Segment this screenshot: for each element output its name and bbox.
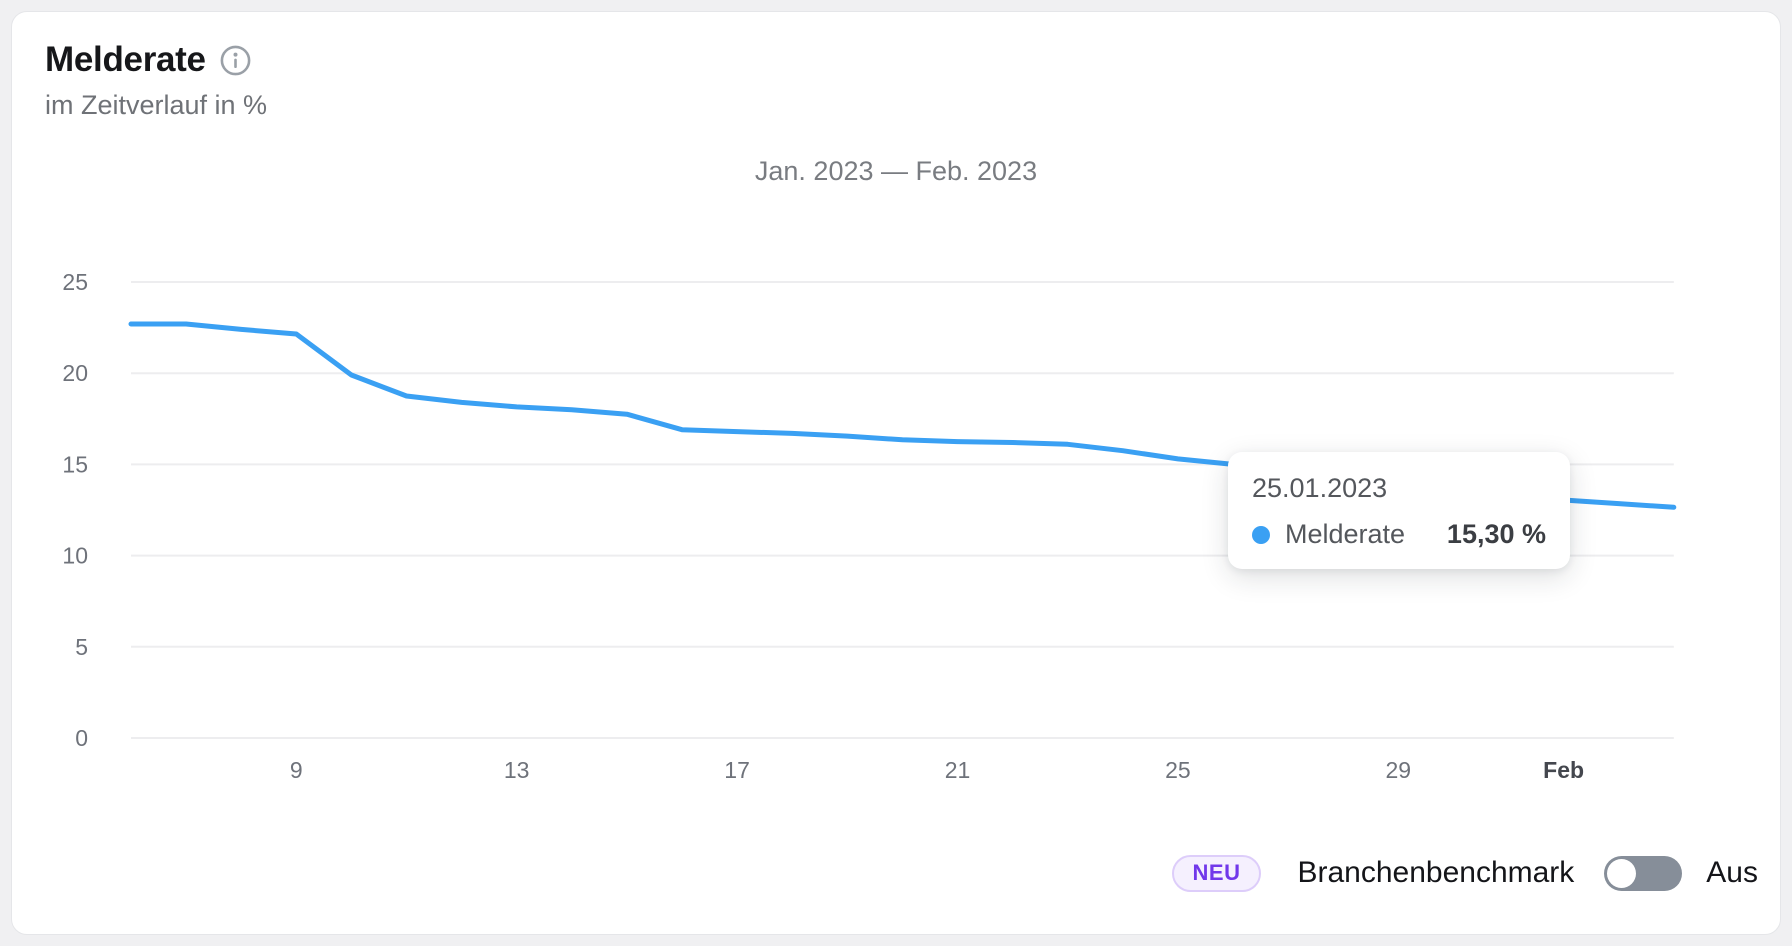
series-dot-icon: [1252, 525, 1270, 544]
benchmark-controls: NEU Branchenbenchmark Aus: [1171, 852, 1758, 894]
chart-subtitle: im Zeitverlauf in %: [45, 90, 268, 120]
date-range-label: Jan. 2023 — Feb. 2023: [754, 156, 1038, 186]
neu-badge: NEU: [1171, 854, 1262, 892]
toggle-state-label: Aus: [1706, 856, 1758, 889]
tooltip-date: 25.01.2023: [1252, 473, 1388, 503]
info-icon[interactable]: [220, 45, 251, 76]
benchmark-toggle[interactable]: [1604, 855, 1683, 891]
card-header: Melderate im Zeitverlauf in %: [45, 40, 267, 121]
benchmark-label: Branchenbenchmark: [1297, 856, 1575, 889]
tooltip-series-label: Melderate: [1285, 519, 1406, 549]
chart-tooltip: 25.01.2023 Melderate 15,30 %: [1228, 452, 1570, 569]
tooltip-value: 15,30 %: [1446, 519, 1546, 549]
toggle-knob-icon: [1607, 858, 1637, 888]
page-title: Melderate: [45, 40, 206, 79]
